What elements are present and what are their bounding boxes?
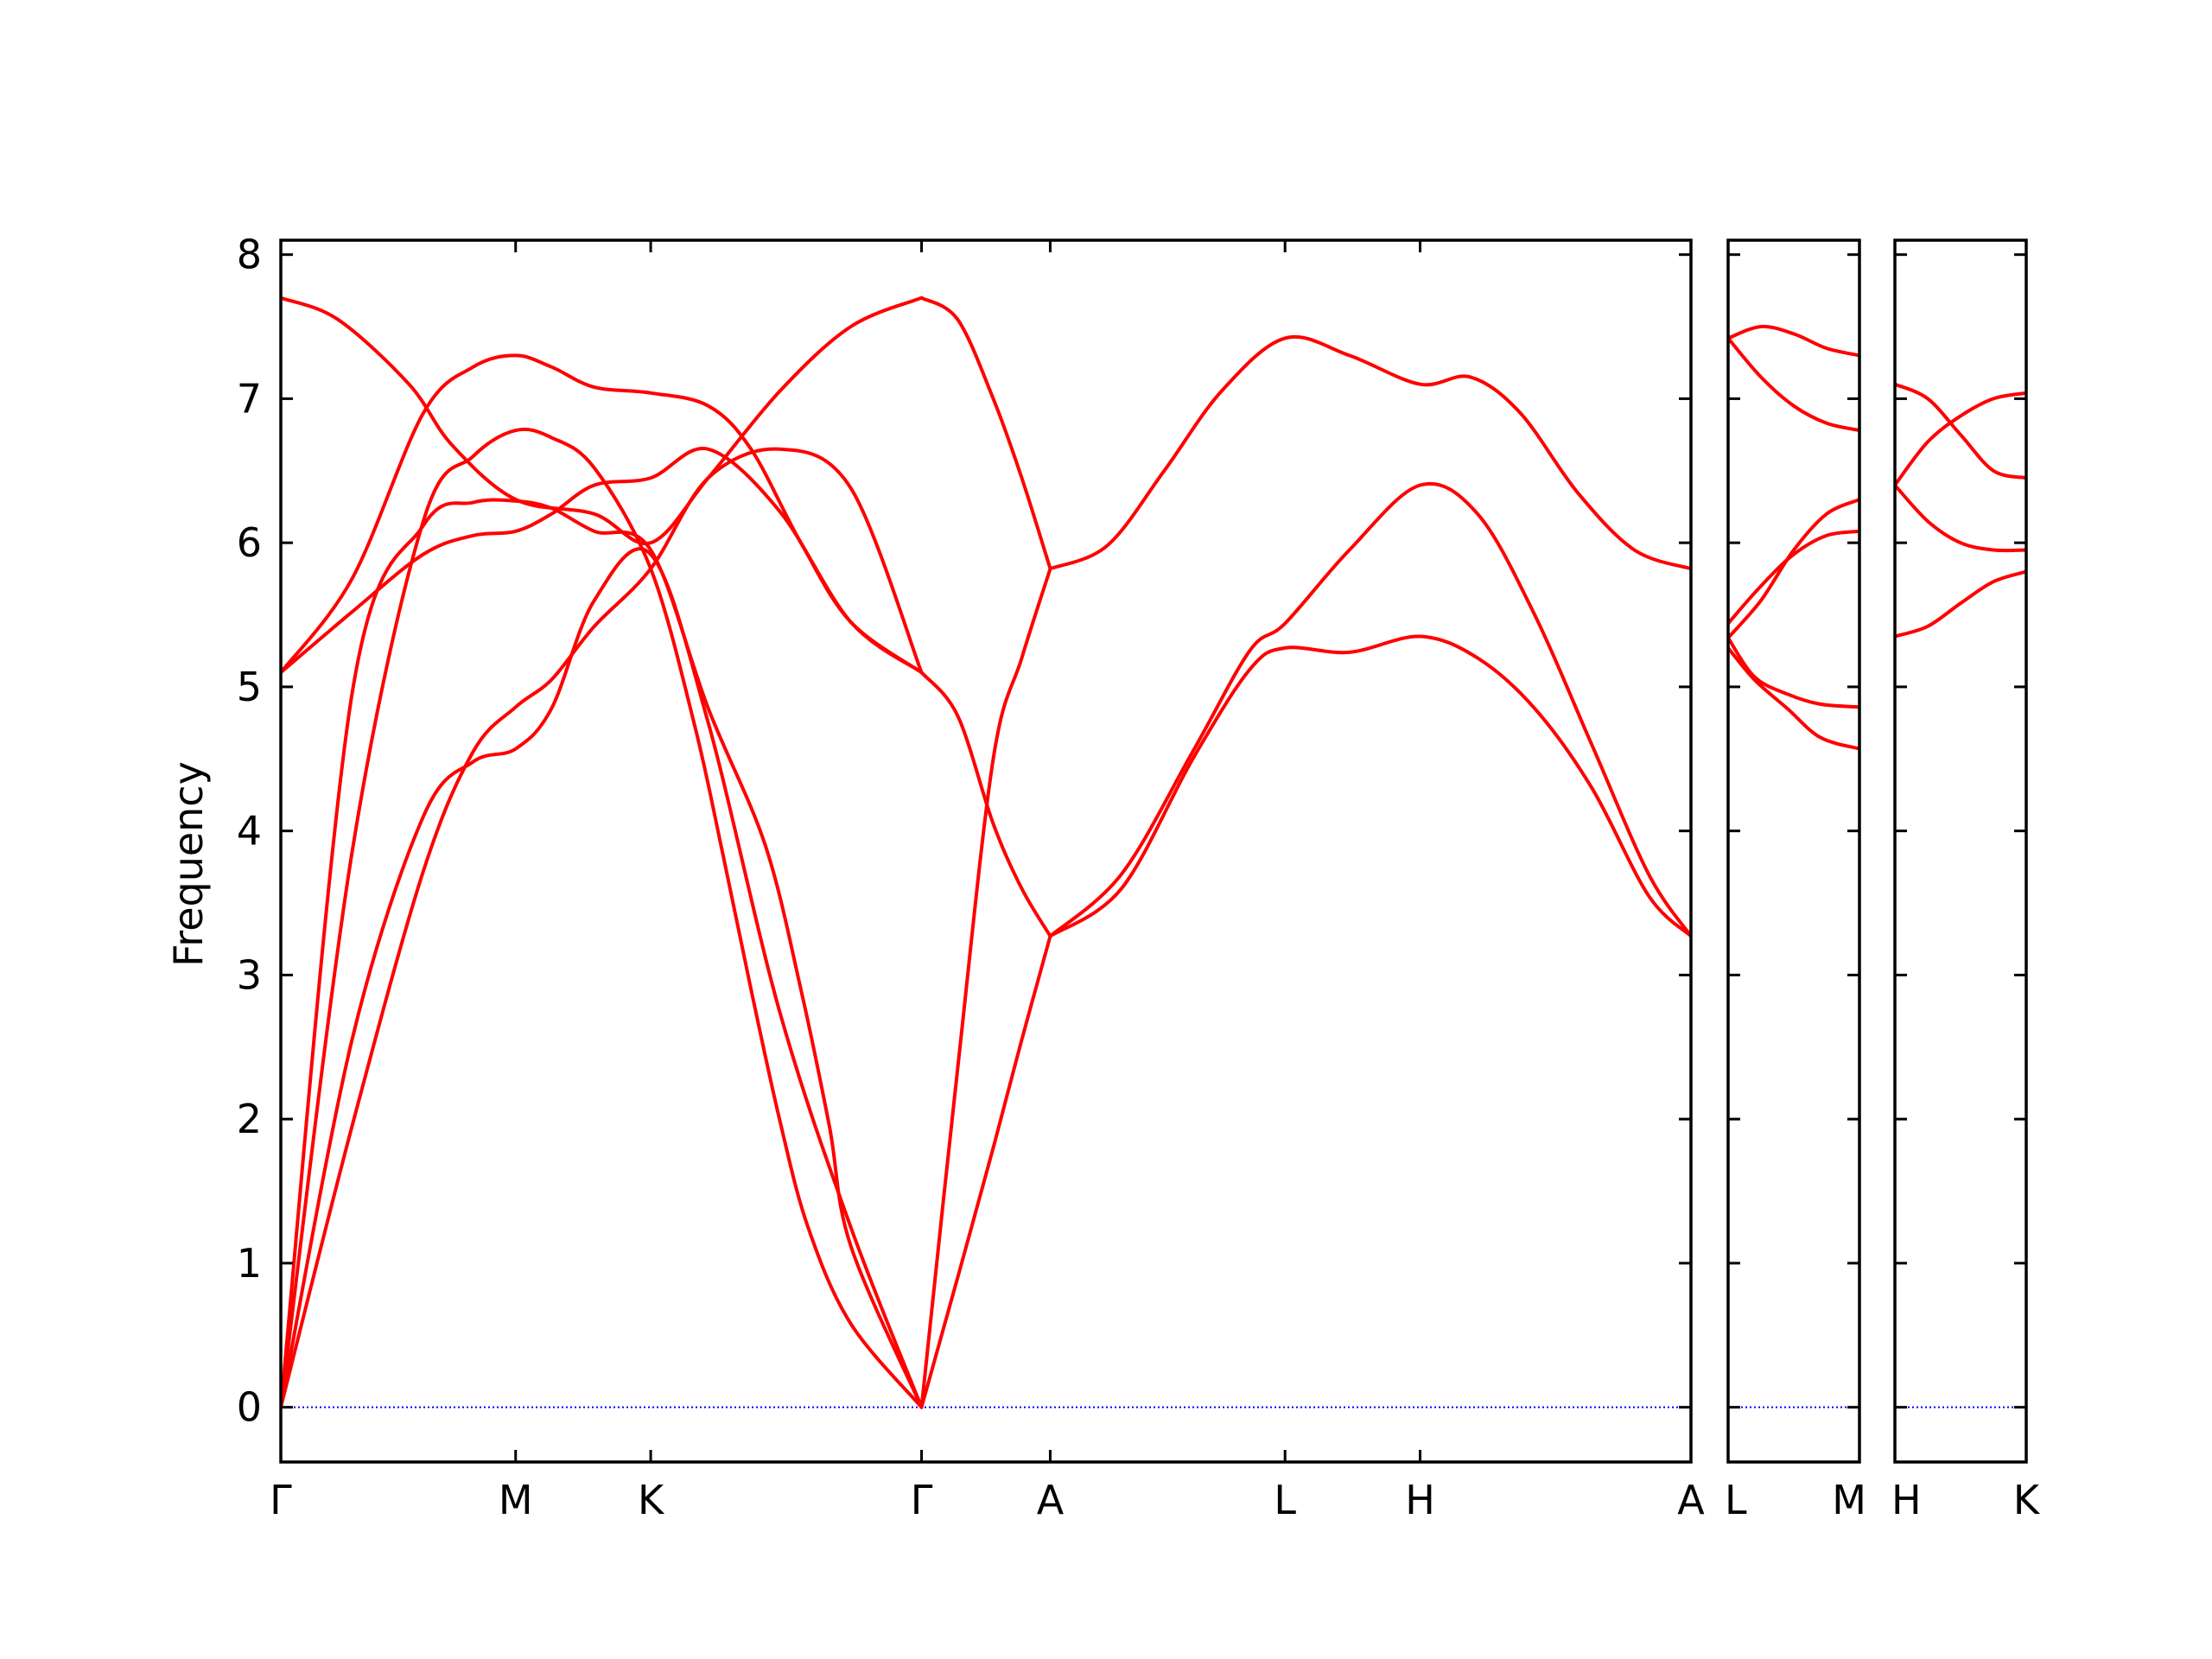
x-tick-label: H xyxy=(1405,1477,1435,1523)
y-tick-label: 2 xyxy=(237,1096,262,1142)
band-line xyxy=(281,296,924,546)
band-line xyxy=(1728,645,1859,751)
band-line xyxy=(281,547,924,1409)
x-tick-label: M xyxy=(499,1477,533,1523)
x-tick-label: A xyxy=(1037,1477,1065,1523)
band-line xyxy=(1728,324,1859,358)
band-line xyxy=(281,353,924,675)
y-tick-label: 7 xyxy=(237,375,262,422)
band-line xyxy=(1895,391,2026,487)
x-tick-label: Γ xyxy=(270,1477,292,1523)
band-line xyxy=(1728,336,1859,433)
band-line xyxy=(1728,636,1859,709)
y-tick-label: 8 xyxy=(237,232,262,278)
band-line xyxy=(919,671,1052,938)
x-tick-label: Γ xyxy=(911,1477,933,1523)
panel-frame xyxy=(1726,238,1861,1464)
x-tick-label: L xyxy=(1725,1477,1747,1523)
x-tick-label: M xyxy=(1832,1477,1866,1523)
band-line xyxy=(1895,483,2026,553)
panel-frame xyxy=(1893,238,2028,1464)
bands xyxy=(1895,382,2026,639)
panel-1: 0 1 2 3 4 5 6 7 8 Γ M K Γ A L H A xyxy=(237,232,1706,1523)
y-axis-label: Frequency xyxy=(165,761,212,967)
band-line xyxy=(1048,634,1691,938)
band-line xyxy=(919,296,1052,571)
band-line xyxy=(281,447,924,1409)
x-tick-label: H xyxy=(1891,1477,1922,1523)
y-tick-label: 3 xyxy=(237,951,262,998)
band-line xyxy=(919,934,1052,1409)
bands xyxy=(281,296,1691,1409)
y-tick-label: 6 xyxy=(237,519,262,566)
bands xyxy=(1728,324,1859,751)
x-tick-label: K xyxy=(638,1477,665,1523)
band-line xyxy=(281,498,924,1409)
y-tick-label: 0 xyxy=(237,1384,262,1431)
y-tick-label: 5 xyxy=(237,664,262,710)
x-tick-label: A xyxy=(1677,1477,1705,1523)
band-line xyxy=(1895,569,2026,639)
x-tick-label: K xyxy=(2013,1477,2041,1523)
band-line xyxy=(1728,529,1859,626)
y-tick-label: 4 xyxy=(237,808,262,855)
band-line xyxy=(1048,334,1691,571)
band-line xyxy=(281,427,924,1409)
band-line xyxy=(1728,498,1859,640)
band-line xyxy=(1895,382,2026,480)
band-line xyxy=(281,447,924,675)
panel-frame xyxy=(279,238,1693,1464)
band-line xyxy=(1048,481,1691,938)
x-tick-label: L xyxy=(1274,1477,1296,1523)
band-line xyxy=(919,567,1052,1409)
y-tick-label: 1 xyxy=(237,1240,262,1287)
